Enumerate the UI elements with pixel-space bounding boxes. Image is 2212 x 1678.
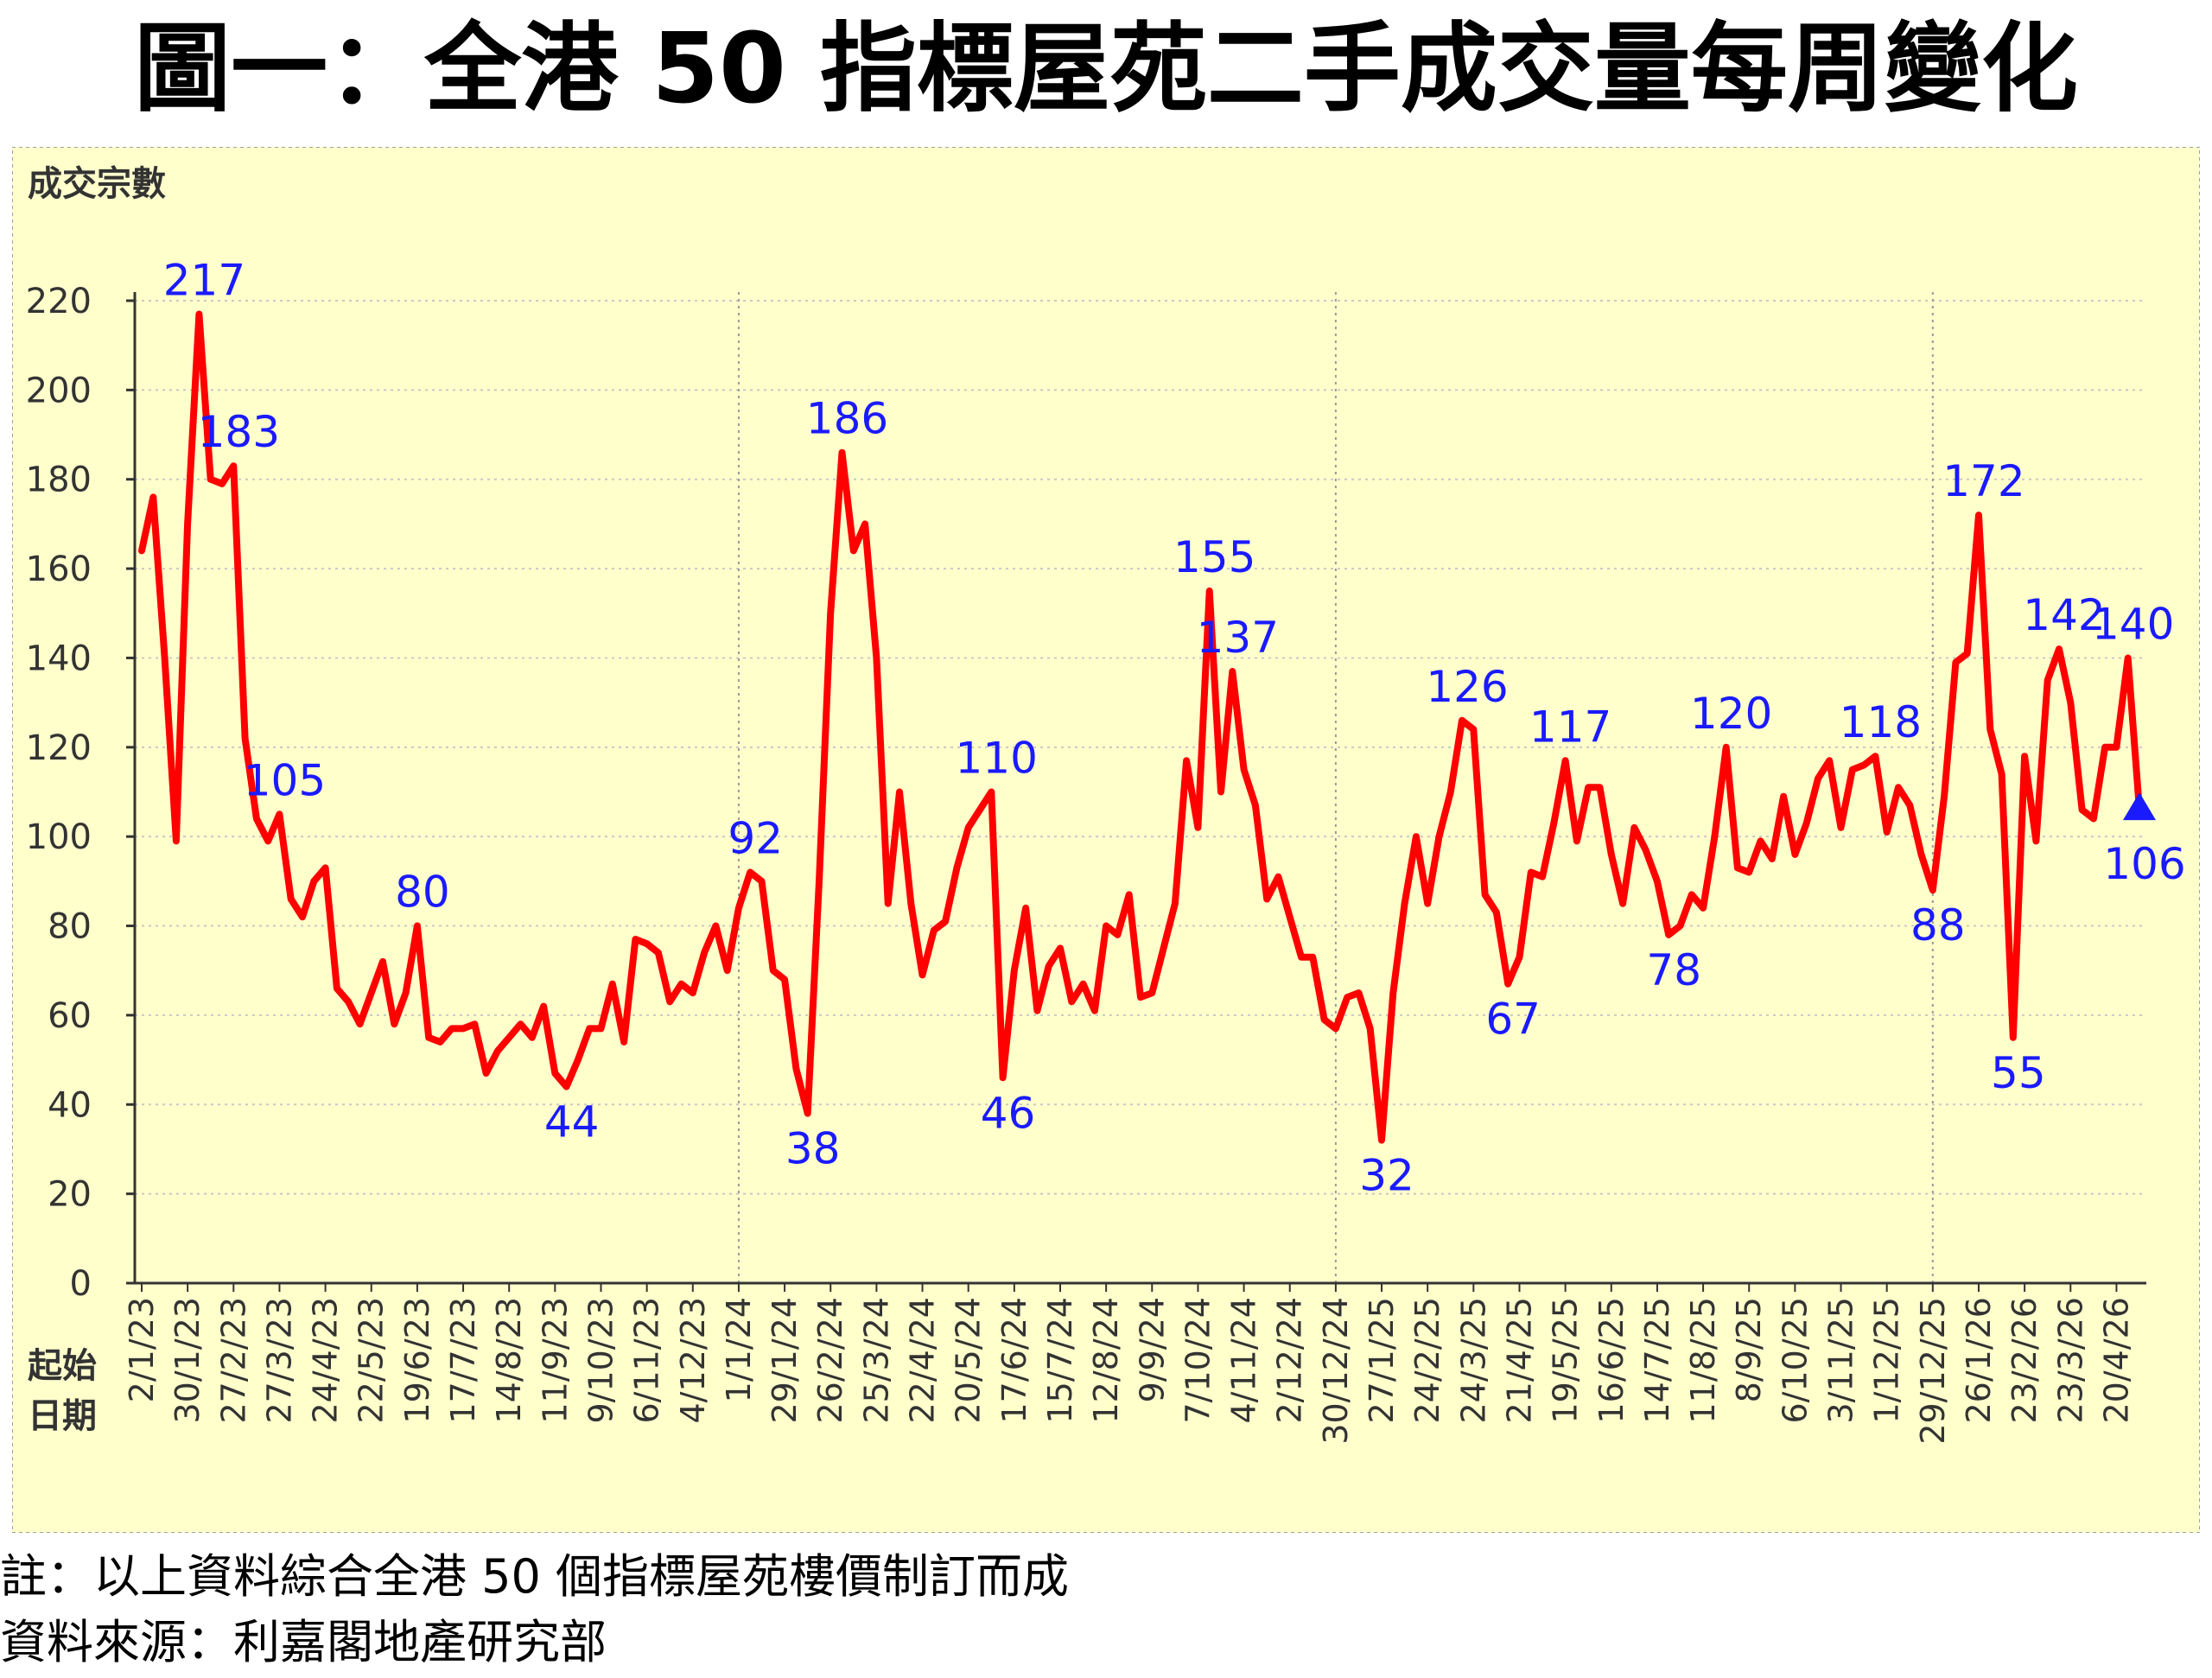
x-tick-label: 24/2/25 <box>1408 1297 1446 1424</box>
x-tick-label: 17/6/24 <box>995 1297 1033 1424</box>
x-tick-label: 3/11/25 <box>1822 1297 1860 1424</box>
x-tick-label: 6/11/23 <box>628 1297 666 1424</box>
x-tick-label: 7/10/24 <box>1179 1297 1217 1424</box>
x-tick-label: 29/12/25 <box>1914 1297 1952 1445</box>
x-tick-label: 29/1/24 <box>766 1297 804 1424</box>
y-tick-label: 120 <box>26 728 92 768</box>
data-label: 155 <box>1173 532 1255 582</box>
data-label: 118 <box>1840 697 1922 747</box>
y-tick-label: 40 <box>48 1085 92 1125</box>
footnote-note: 註：以上資料綜合全港 50 個指標屋苑樓價制訂而成 <box>0 1549 1070 1604</box>
x-tick-label: 21/4/25 <box>1500 1297 1538 1424</box>
y-tick-label: 100 <box>26 817 92 857</box>
chart-frame: 成交宗數 0 20 40 60 80 100 120 140 160 180 200 220 2/1/2… <box>12 147 2200 1533</box>
series-line <box>138 310 2143 1144</box>
y-tick-label: 60 <box>48 996 92 1036</box>
data-label: 55 <box>1991 1048 2046 1098</box>
data-label: 38 <box>785 1124 841 1174</box>
data-label: 32 <box>1359 1151 1414 1201</box>
x-tick-label: 17/7/23 <box>444 1297 482 1424</box>
x-tick-label: 1/12/25 <box>1868 1297 1906 1424</box>
data-label: 172 <box>1942 456 2024 506</box>
y-tick-label: 80 <box>48 907 92 947</box>
data-label: 110 <box>956 734 1038 784</box>
x-tick-label: 11/8/25 <box>1684 1297 1722 1424</box>
footnote-source: 資料來源：利嘉閣地產研究部 <box>0 1615 607 1669</box>
x-tick-label: 2/1/23 <box>123 1297 161 1402</box>
chart-background <box>12 147 2200 1533</box>
y-tick-label: 0 <box>70 1264 92 1304</box>
x-tick-label: 27/2/23 <box>214 1297 252 1424</box>
data-label: 106 <box>2103 839 2185 889</box>
x-tick-label: 20/5/24 <box>950 1297 988 1424</box>
x-tick-label: 30/1/23 <box>168 1297 207 1424</box>
x-tick-label: 24/4/23 <box>307 1297 345 1424</box>
x-tick-label: 8/9/25 <box>1730 1297 1768 1402</box>
x-tick-label: 14/7/25 <box>1638 1297 1676 1424</box>
data-label: 46 <box>981 1088 1036 1138</box>
data-label: 117 <box>1529 702 1611 752</box>
data-label: 137 <box>1197 613 1279 663</box>
x-tick-label: 19/5/25 <box>1547 1297 1585 1424</box>
y-tick-label: 220 <box>26 282 92 321</box>
y-tick-label: 200 <box>26 371 92 410</box>
data-label: 44 <box>544 1097 600 1147</box>
y-tick-label: 180 <box>26 461 92 500</box>
last-point-marker <box>2123 792 2156 821</box>
data-label: 67 <box>1485 995 1541 1045</box>
x-tick-label: 9/9/24 <box>1133 1297 1171 1402</box>
x-tick-label: 12/8/24 <box>1087 1297 1125 1424</box>
x-tick-label: 16/6/25 <box>1592 1297 1630 1424</box>
x-tick-label: 26/1/26 <box>1960 1297 1998 1424</box>
data-label: 78 <box>1646 945 1701 995</box>
x-tick-label: 9/10/23 <box>582 1297 620 1424</box>
y-axis-title: 成交宗數 <box>28 164 166 204</box>
data-label: 126 <box>1426 662 1508 712</box>
x-tick-label: 26/2/24 <box>811 1297 849 1424</box>
x-tick-label: 4/12/23 <box>674 1297 712 1424</box>
x-tick-label: 23/2/26 <box>2005 1297 2044 1424</box>
data-label: 80 <box>395 868 450 918</box>
x-tick-label: 23/3/26 <box>2051 1297 2089 1424</box>
x-tick-label: 14/8/23 <box>490 1297 528 1424</box>
data-label: 92 <box>728 814 783 864</box>
data-label: 217 <box>163 256 245 306</box>
x-tick-label: 22/4/24 <box>904 1297 942 1424</box>
page-title: 圖一：全港 50 指標屋苑二手成交量每周變化 <box>134 13 2078 125</box>
x-tick-label: 6/10/25 <box>1776 1297 1814 1424</box>
x-tick-label: 11/9/23 <box>536 1297 574 1424</box>
x-tick-label: 20/4/26 <box>2097 1297 2135 1424</box>
x-axis-title-line2: 日期 <box>28 1396 97 1436</box>
x-tick-label: 2/12/24 <box>1271 1297 1309 1424</box>
data-label: 183 <box>198 407 280 457</box>
data-label: 105 <box>244 755 326 805</box>
data-label: 186 <box>806 394 888 444</box>
data-label: 120 <box>1690 689 1772 739</box>
y-tick-label: 160 <box>26 550 92 589</box>
x-tick-label: 25/3/24 <box>857 1297 895 1424</box>
y-tick-label: 140 <box>26 639 92 678</box>
data-label: 88 <box>1910 900 1966 950</box>
x-tick-label: 27/1/25 <box>1363 1297 1401 1424</box>
x-tick-label: 24/3/25 <box>1454 1297 1492 1424</box>
x-axis-title-line1: 起始 <box>28 1346 97 1386</box>
data-label: 142 <box>2023 590 2105 640</box>
y-tick-label: 20 <box>48 1175 92 1215</box>
x-tick-label: 1/1/24 <box>720 1297 758 1402</box>
x-tick-label: 4/11/24 <box>1225 1297 1263 1424</box>
x-tick-label: 19/6/23 <box>398 1297 436 1424</box>
x-tick-label: 15/7/24 <box>1041 1297 1079 1424</box>
data-label: 140 <box>2092 599 2174 649</box>
line-chart: 成交宗數 0 20 40 60 80 100 120 140 160 180 200 220 2/1/2… <box>12 147 2200 1533</box>
x-tick-label: 22/5/23 <box>353 1297 391 1424</box>
x-tick-label: 27/3/23 <box>260 1297 298 1424</box>
x-tick-label: 30/12/24 <box>1317 1297 1355 1445</box>
